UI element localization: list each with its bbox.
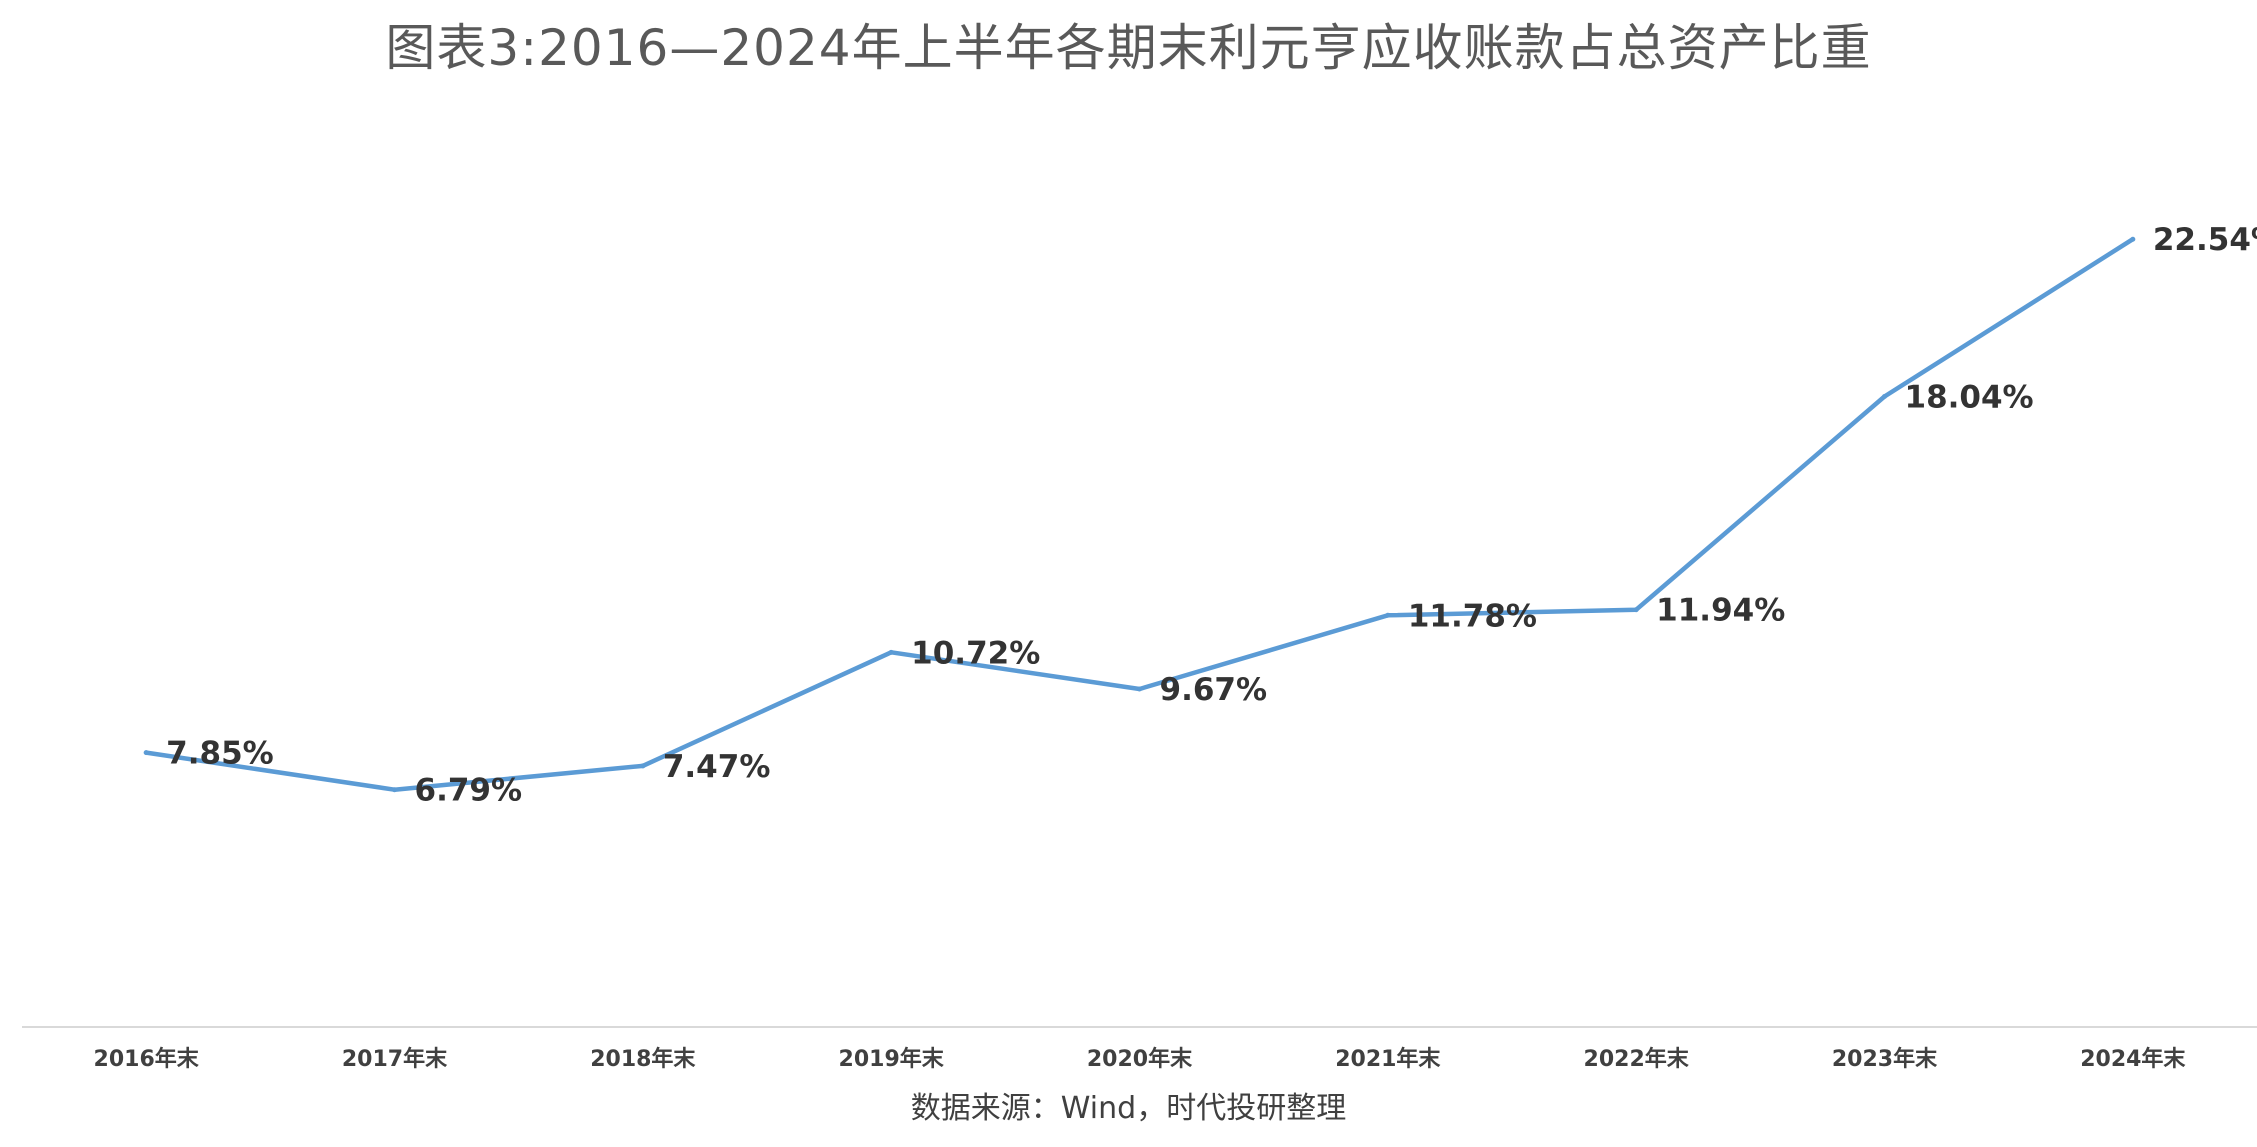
data-label: 7.85%: [166, 736, 274, 772]
data-point: [1633, 607, 1639, 613]
x-tick-label: 2019年末: [839, 1046, 945, 1072]
data-point: [143, 750, 149, 756]
series-group: [143, 236, 2136, 793]
data-labels: 7.85% 6.79% 7.47% 10.72% 9.67% 11.78% 11.94% 18…: [166, 222, 2257, 808]
data-point: [2130, 236, 2136, 242]
x-tick-label: 2018年末: [590, 1046, 696, 1072]
source-note: 数据来源：Wind，时代投研整理: [910, 1091, 1347, 1126]
x-tick-label: 2021年末: [1335, 1046, 1441, 1072]
data-point: [888, 649, 894, 655]
series-line: [143, 236, 2136, 792]
data-label: 11.78%: [1408, 598, 1537, 634]
data-label: 10.72%: [911, 635, 1040, 671]
x-tick-label: 2022年末: [1584, 1046, 1690, 1072]
x-tick-label: 2016年末: [94, 1046, 200, 1072]
data-label: 6.79%: [415, 773, 523, 809]
x-tick-label: 2020年末: [1087, 1046, 1193, 1072]
data-point: [392, 787, 397, 793]
data-label: 18.04%: [1905, 380, 2034, 416]
data-label: 7.47%: [663, 749, 771, 785]
data-point: [640, 763, 646, 769]
data-label: 9.67%: [1160, 672, 1268, 708]
chart-title: 图表3:2016—2024年上半年各期末利元亨应收账款占总资产比重: [385, 19, 1872, 77]
data-point: [1137, 686, 1142, 692]
x-tick-label: 2023年末: [1832, 1046, 1938, 1072]
x-axis-ticks: 2016年末 2017年末 2018年末 2019年末 2020年末 2021年末 2022…: [94, 1046, 2187, 1072]
data-label: 22.54%: [2153, 222, 2257, 258]
data-point: [1385, 612, 1391, 618]
data-label: 11.94%: [1656, 593, 1785, 629]
x-tick-label: 2024年末: [2080, 1046, 2186, 1072]
data-point: [1882, 394, 1887, 400]
x-tick-label: 2017年末: [342, 1046, 448, 1072]
